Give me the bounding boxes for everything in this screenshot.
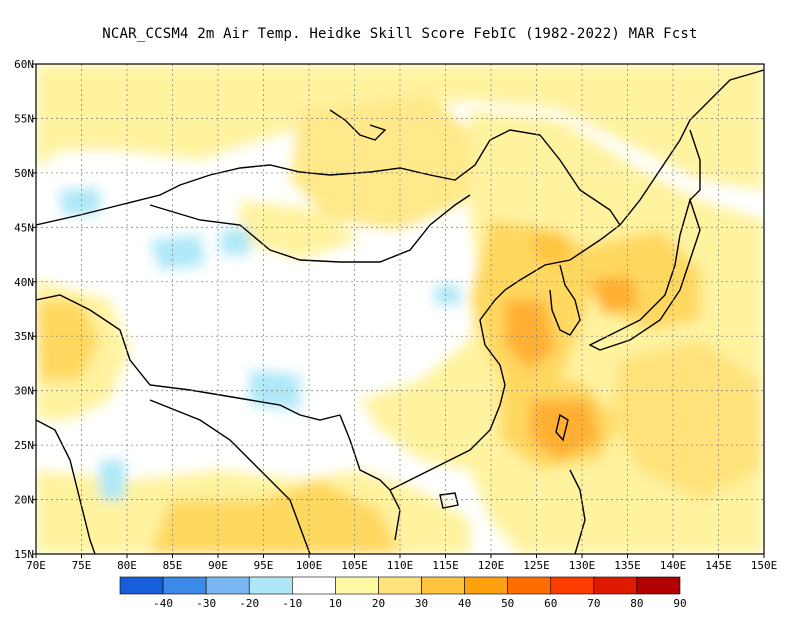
colorbar-swatch [205, 576, 250, 595]
colorbar-swatch [378, 576, 422, 595]
lon-label: 140E [660, 559, 687, 572]
lat-label: 15N [14, 548, 34, 561]
colorbar-swatch [550, 576, 595, 595]
colorbar-swatch [248, 576, 293, 595]
colorbar-label: 60 [544, 597, 557, 610]
colorbar-label: 10 [329, 597, 342, 610]
lon-label: 145E [705, 559, 732, 572]
lon-label: 70E [26, 559, 46, 572]
lon-label: 95E [254, 559, 274, 572]
gridlines [36, 64, 764, 554]
colorbar-label: -10 [282, 597, 302, 610]
lat-label: 30N [14, 385, 34, 398]
coastlines [36, 69, 764, 554]
lon-label: 110E [387, 559, 414, 572]
colorbar-label: 40 [458, 597, 471, 610]
lon-label: 130E [569, 559, 596, 572]
colorbar-swatch [593, 576, 638, 595]
lon-label: 85E [163, 559, 183, 572]
lon-label: 150E [751, 559, 778, 572]
lon-label: 135E [614, 559, 641, 572]
colorbar-swatch [292, 576, 336, 595]
colorbar-label: 90 [673, 597, 686, 610]
colorbar-swatch [119, 576, 164, 595]
colorbar-swatch [636, 576, 681, 595]
lon-label: 80E [117, 559, 137, 572]
lat-label: 45N [14, 221, 34, 234]
lat-label: 35N [14, 330, 34, 343]
lat-label: 60N [14, 58, 34, 71]
lat-label: 50N [14, 167, 34, 180]
colorbar-swatch [162, 576, 207, 595]
colorbar-swatch [464, 576, 508, 595]
longitude-labels: 70E 75E 80E 85E 90E 95E 100E 105E 110E 115E 120E 12… [26, 559, 777, 572]
colorbar-label: 20 [372, 597, 385, 610]
map-title: NCAR_CCSM4 2m Air Temp. Heidke Skill Sco… [102, 26, 698, 42]
latitude-labels: 60N 55N 50N 45N 40N 35N 30N 25N 20N 15N [14, 58, 34, 561]
axis-ticks [32, 63, 765, 558]
lat-label: 25N [14, 439, 34, 452]
lon-label: 105E [341, 559, 368, 572]
lon-label: 120E [478, 559, 505, 572]
lon-label: 90E [208, 559, 228, 572]
colorbar-swatch [335, 576, 379, 595]
colorbar-label: -40 [153, 597, 173, 610]
colorbar: -40 -30 -20 -10 10 20 30 40 50 60 70 80 90 [119, 576, 687, 610]
lat-label: 40N [14, 276, 34, 289]
colorbar-swatch [507, 576, 552, 595]
colorbar-label: 80 [630, 597, 643, 610]
colorbar-label: -20 [239, 597, 259, 610]
lat-label: 55N [14, 112, 34, 125]
lon-label: 100E [296, 559, 323, 572]
colorbar-label: -30 [196, 597, 216, 610]
colorbar-label: 30 [415, 597, 428, 610]
colorbar-label: 50 [501, 597, 514, 610]
lon-label: 75E [72, 559, 92, 572]
lat-label: 20N [14, 494, 34, 507]
colorbar-swatch [421, 576, 465, 595]
lon-label: 125E [523, 559, 550, 572]
lon-label: 115E [432, 559, 459, 572]
colorbar-label: 70 [587, 597, 600, 610]
